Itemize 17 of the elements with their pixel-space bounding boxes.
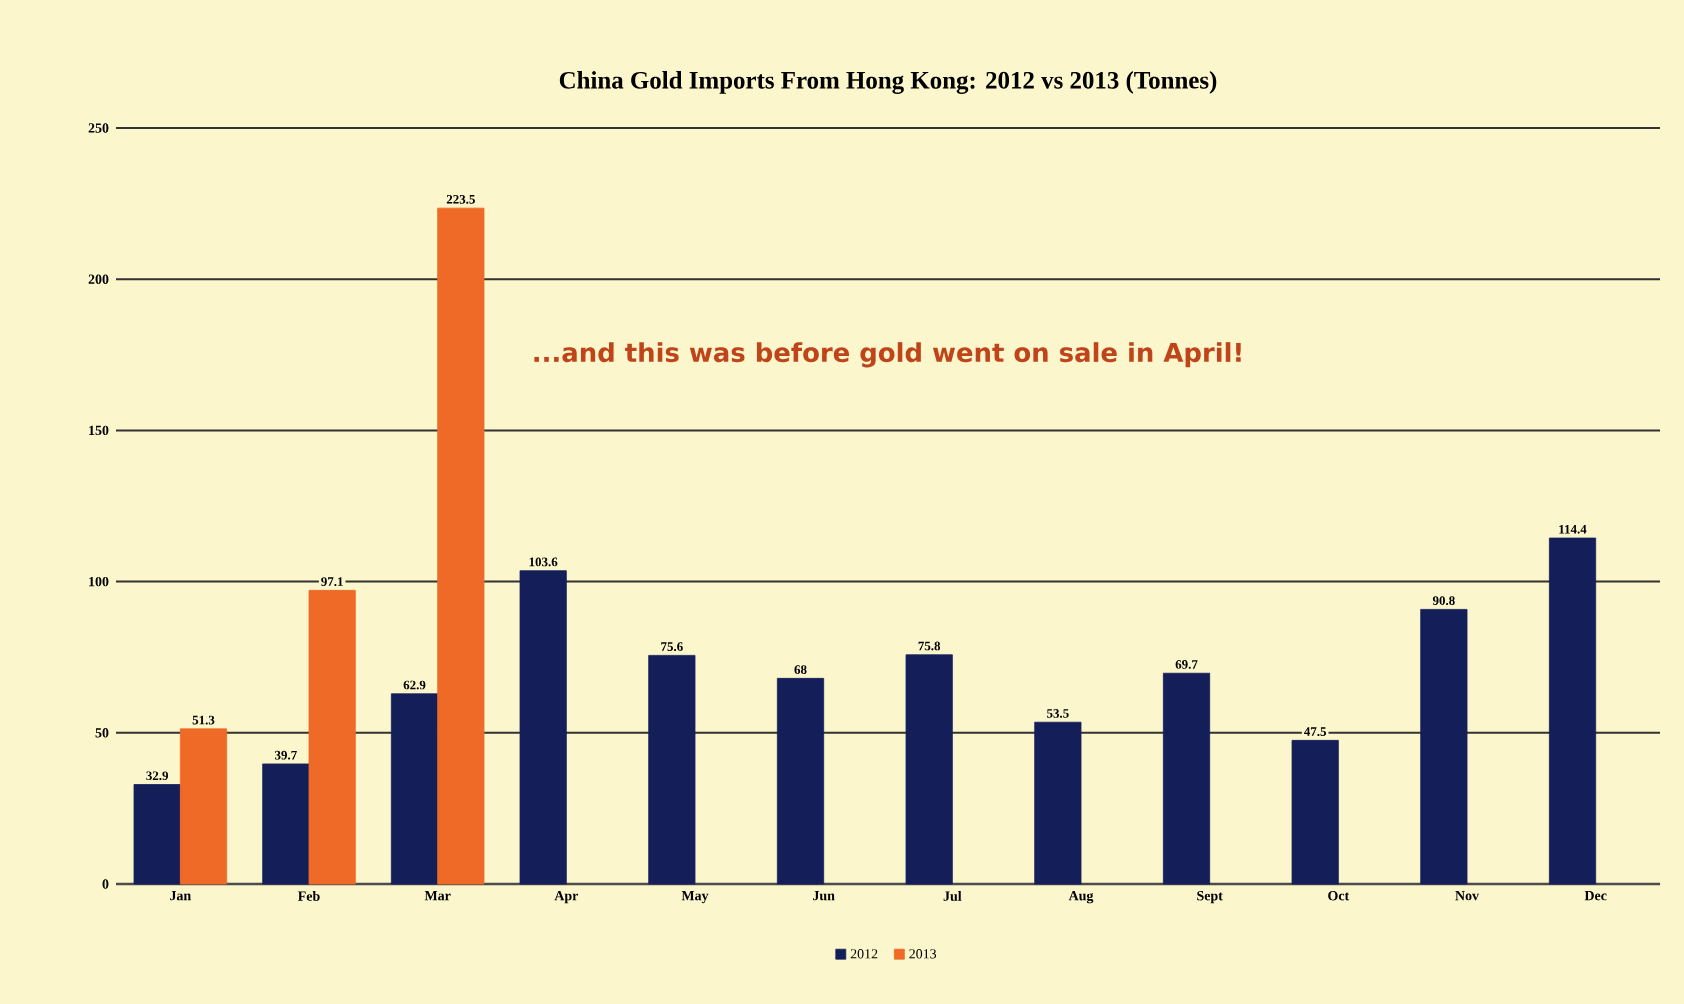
bar: [262, 763, 310, 885]
bar: [390, 693, 439, 885]
bar: [1420, 609, 1468, 885]
bar: [519, 570, 567, 885]
bar: [133, 784, 181, 885]
bar: [1548, 537, 1597, 885]
bar: [776, 677, 825, 885]
bar: [648, 654, 696, 885]
bar: [1162, 672, 1211, 885]
bar: [1034, 721, 1082, 885]
bar: [179, 728, 228, 885]
bar: [308, 589, 356, 885]
annotation: ...and this was before gold went on sale in April!: [534, 342, 1241, 368]
bar: [1291, 739, 1339, 885]
bar: [905, 654, 953, 885]
chart-title: China Gold Imports From Hong Kong: 2012 vs 2013 (Tonnes): [559, 71, 1217, 94]
bar: [437, 207, 485, 885]
